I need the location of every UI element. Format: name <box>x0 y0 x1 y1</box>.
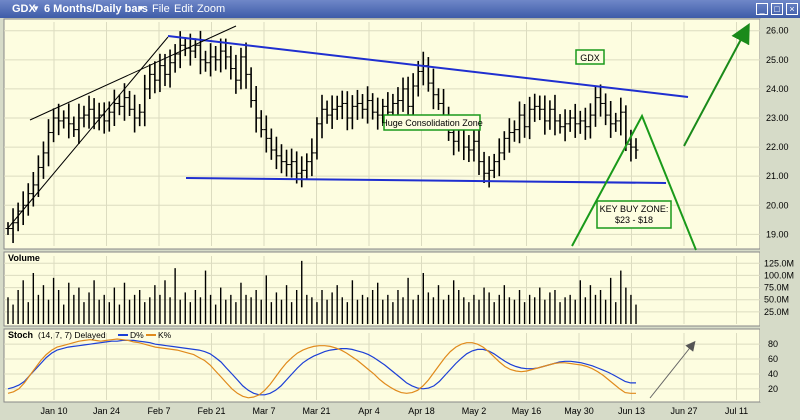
x-tick-label: Mar 21 <box>302 406 330 416</box>
stoch-tick-label: 60 <box>768 354 778 364</box>
x-tick-label: Jun 13 <box>618 406 645 416</box>
period-label[interactable]: 6 Months/Daily bars <box>44 3 148 15</box>
consolidation-callout-box <box>383 114 481 131</box>
buy-zone-callout-line2: $23 - $18 <box>615 215 653 225</box>
buy-zone-triangle[interactable] <box>571 113 697 251</box>
volume-tick-label: 100.0M <box>764 270 794 280</box>
x-tick-label: Jan 24 <box>93 406 120 416</box>
x-tick-label: Feb 21 <box>197 406 225 416</box>
legend-k-label: K% <box>158 330 172 340</box>
price-tick-label: 26.00 <box>766 26 789 36</box>
x-tick-label: Jun 27 <box>670 406 697 416</box>
gdx-callout-box <box>575 49 605 65</box>
volume-tick-label: 25.0M <box>764 307 789 317</box>
buy-zone-callout-box <box>596 200 672 229</box>
gdx-callout: GDX <box>580 53 600 63</box>
uptrend-arrow <box>683 22 750 147</box>
x-axis-ticks: Jan 10 Jan 24 Feb 7 Feb 21 Mar 7 Mar 21 Apr 4 A… <box>40 406 748 416</box>
stoch-params: (14, 7, 7) Delayed <box>38 330 106 340</box>
menu-file[interactable]: File <box>152 3 170 15</box>
maximize-button[interactable]: □ <box>771 3 783 15</box>
x-tick-label: May 16 <box>512 406 542 416</box>
y-axis-ticks: 19.00 20.00 21.00 22.00 23.00 24.00 25.00 26.00… <box>764 26 794 394</box>
x-tick-label: Mar 7 <box>252 406 275 416</box>
stoch-uptrend-arrow <box>649 340 696 399</box>
stoch-tick-label: 80 <box>768 339 778 349</box>
menu-zoom[interactable]: Zoom <box>197 3 226 15</box>
x-tick-label: Jan 10 <box>40 406 67 416</box>
price-tick-label: 19.00 <box>766 229 789 239</box>
symbol-dropdown-icon[interactable]: ▼ <box>32 4 40 13</box>
support-trendline[interactable] <box>185 177 667 184</box>
volume-tick-label: 125.0M <box>764 258 794 268</box>
price-tick-label: 25.00 <box>766 55 789 65</box>
volume-bars <box>7 260 637 324</box>
price-tick-label: 23.00 <box>766 113 789 123</box>
x-tick-label: Apr 4 <box>358 406 380 416</box>
stoch-tick-label: 40 <box>768 369 778 379</box>
price-tick-label: 24.00 <box>766 84 789 94</box>
x-tick-label: Apr 18 <box>408 406 435 416</box>
x-tick-label: Jul 11 <box>725 406 748 416</box>
stoch-line-d <box>7 339 636 396</box>
menu-edit[interactable]: Edit <box>174 3 193 15</box>
price-tick-label: 21.00 <box>766 171 789 181</box>
stochastic-lines <box>7 338 636 399</box>
price-bars <box>5 30 639 244</box>
volume-title: Volume <box>8 253 40 263</box>
x-tick-label: Feb 7 <box>147 406 170 416</box>
title-bar: GDX ▼ 6 Months/Daily bars ▼ File Edit Zo… <box>0 0 800 18</box>
volume-tick-label: 50.0M <box>764 295 789 305</box>
volume-tick-label: 75.0M <box>764 283 789 293</box>
buy-zone-callout-line1: KEY BUY ZONE: <box>600 204 669 214</box>
price-tick-label: 20.00 <box>766 200 789 210</box>
price-axis-strip <box>760 19 800 402</box>
stoch-line-k <box>7 338 636 399</box>
stochastic-panel <box>3 328 761 403</box>
stoch-tick-label: 20 <box>768 384 778 394</box>
price-tick-label: 22.00 <box>766 142 789 152</box>
x-tick-label: May 30 <box>564 406 594 416</box>
legend-d-label: D% <box>130 330 144 340</box>
close-button[interactable]: × <box>786 3 798 15</box>
period-dropdown-icon[interactable]: ▼ <box>137 4 145 13</box>
minimize-button[interactable]: _ <box>756 3 768 15</box>
x-tick-label: May 2 <box>462 406 487 416</box>
stoch-title: Stoch <box>8 330 33 340</box>
consolidation-callout: Huge Consolidation Zone <box>381 118 483 128</box>
channel-upper-line[interactable] <box>29 25 237 121</box>
symbol-label[interactable]: GDX <box>12 3 36 15</box>
resistance-trendline[interactable] <box>167 35 689 98</box>
